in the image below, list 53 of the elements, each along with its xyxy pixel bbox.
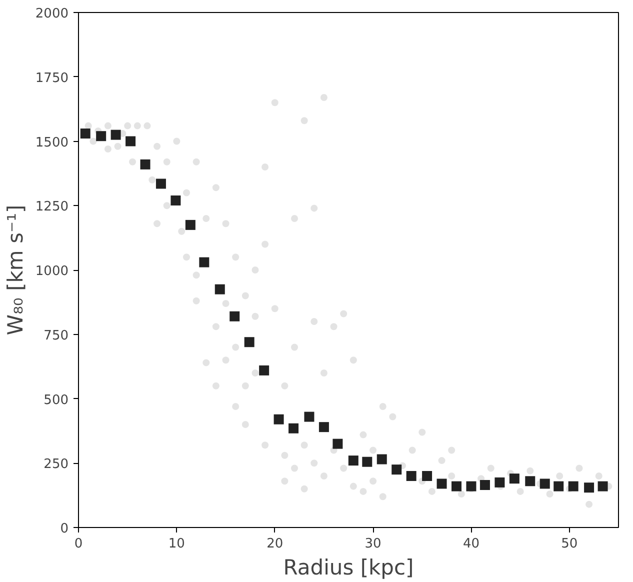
point [406, 471, 416, 481]
point [110, 130, 121, 140]
point [480, 480, 490, 490]
point [584, 482, 594, 493]
x-tick-label: 30 [364, 536, 382, 552]
y-tick-label: 1500 [35, 135, 69, 150]
y-tick-label: 750 [44, 328, 69, 344]
point [156, 178, 166, 189]
point [494, 477, 505, 488]
point [214, 284, 225, 294]
x-tick-label: 40 [462, 536, 480, 552]
point [436, 478, 447, 489]
point [466, 481, 476, 492]
y-tick-label: 2000 [35, 6, 69, 22]
point [392, 464, 402, 475]
point [185, 220, 196, 230]
x-tick-label: 20 [266, 536, 284, 552]
point [96, 131, 106, 142]
y-tick-label: 250 [44, 457, 69, 472]
x-axis-title: Radius [kpc] [283, 556, 414, 580]
x-tick-label: 0 [74, 536, 83, 552]
point [126, 136, 136, 146]
point [554, 481, 564, 492]
point [376, 454, 387, 464]
point [288, 423, 299, 434]
y-tick-label: 0 [60, 522, 69, 536]
point [170, 195, 181, 206]
y-tick-label: 1250 [35, 200, 69, 215]
point [362, 456, 372, 467]
point [509, 474, 520, 484]
y-tick-label: 1750 [35, 70, 69, 86]
point [230, 311, 240, 322]
y-tick-label: 1000 [35, 264, 69, 279]
point [568, 481, 578, 492]
x-tick-label: 50 [561, 536, 578, 552]
point [452, 481, 462, 492]
point [244, 337, 254, 348]
point [318, 422, 329, 432]
point [540, 478, 550, 489]
point [274, 414, 284, 424]
point [525, 476, 536, 486]
point [332, 438, 343, 449]
point [598, 481, 608, 492]
point [259, 365, 270, 376]
point [80, 128, 90, 139]
point [348, 456, 358, 466]
point [140, 159, 150, 170]
x-tick-label: 10 [168, 536, 185, 552]
y-tick-label: 500 [44, 392, 69, 408]
point [304, 412, 314, 422]
point [199, 257, 210, 268]
point [422, 471, 432, 481]
y-axis-title: W₈₀ [km s⁻¹] [3, 204, 28, 336]
